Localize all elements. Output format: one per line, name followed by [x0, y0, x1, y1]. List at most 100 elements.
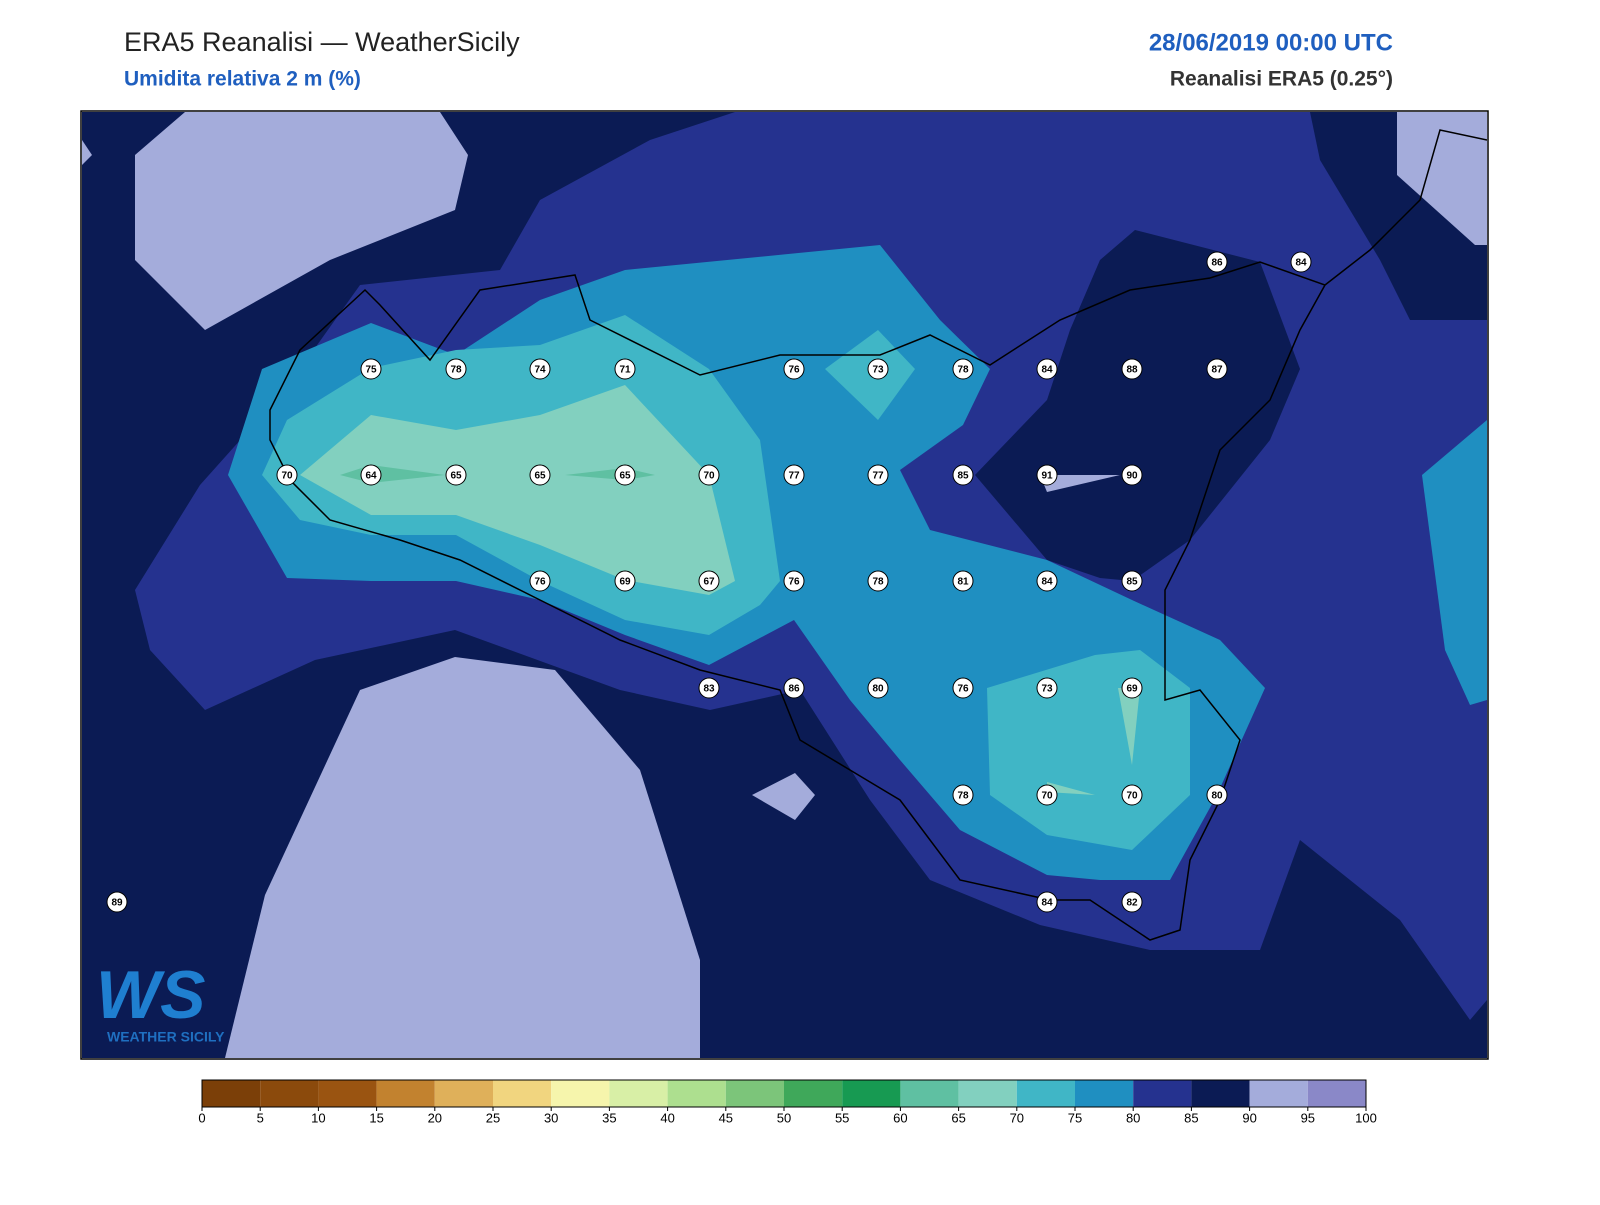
- station-marker: [783, 464, 805, 486]
- station-marker: [952, 677, 974, 699]
- station-marker: [783, 677, 805, 699]
- stations: 86 84 75 78 74 71 76 73 78 84 88 87 70 64 65 65 65 70 77 77…: [106, 251, 1312, 913]
- map-frame: [80, 110, 1489, 1060]
- station-marker: [1036, 358, 1058, 380]
- map: 86 84 75 78 74 71 76 73 78 84 88 87 70 64 65 65 65 70 77 77…: [82, 112, 1487, 1058]
- station-marker: [698, 677, 720, 699]
- station-marker: [783, 570, 805, 592]
- station-value: 64: [365, 471, 377, 482]
- station-marker: [529, 570, 551, 592]
- station-marker: [1121, 784, 1143, 806]
- colorbar-segment: [900, 1080, 959, 1107]
- station-marker: [698, 464, 720, 486]
- station-value: 78: [957, 365, 969, 376]
- colorbar: 0 5 10 15 20 25 30 35 40 45 50 55 60 65 70 75 80 85 90 95 10…: [198, 1079, 1377, 1125]
- station-value: 81: [957, 577, 969, 588]
- field: [752, 773, 815, 820]
- colorbar-tick-label: 65: [951, 1110, 965, 1125]
- station-marker: [1121, 358, 1143, 380]
- station-value: 87: [1211, 365, 1223, 376]
- colorbar-segment: [842, 1080, 901, 1107]
- colorbar-segment: [202, 1080, 261, 1107]
- station-marker: [1036, 464, 1058, 486]
- station-value: 65: [619, 471, 631, 482]
- station-value: 80: [1211, 791, 1223, 802]
- logo-mark: WS: [96, 957, 206, 1033]
- station-value: 85: [1126, 577, 1138, 588]
- station-marker: [276, 464, 298, 486]
- station-marker: [1290, 251, 1312, 273]
- field: [135, 112, 468, 330]
- station-marker: [360, 358, 382, 380]
- station-value: 85: [957, 471, 969, 482]
- colorbar-tick-label: 60: [893, 1110, 907, 1125]
- title: ERA5 Reanalisi — WeatherSicily: [124, 27, 520, 57]
- colorbar-segment: [1016, 1080, 1075, 1107]
- colorbar-tick-label: 50: [777, 1110, 791, 1125]
- colorbar-segment: [376, 1080, 435, 1107]
- station-marker: [614, 570, 636, 592]
- station-marker: [1206, 358, 1228, 380]
- station-value: 83: [703, 684, 715, 695]
- station-value: 65: [450, 471, 462, 482]
- station-marker: [529, 464, 551, 486]
- station-marker: [529, 358, 551, 380]
- field: [1047, 782, 1095, 795]
- colorbar-tick-label: 20: [428, 1110, 442, 1125]
- station-value: 78: [872, 577, 884, 588]
- station-value: 86: [788, 684, 800, 695]
- colorbar-tick-label: 85: [1184, 1110, 1198, 1125]
- station-value: 76: [957, 684, 969, 695]
- station-marker: [1121, 677, 1143, 699]
- station-value: 65: [534, 471, 546, 482]
- station-value: 69: [619, 577, 631, 588]
- station-value: 77: [788, 471, 800, 482]
- colorbar-segment: [493, 1080, 552, 1107]
- station-marker: [1206, 251, 1228, 273]
- date: 28/06/2019 00:00 UTC: [1149, 29, 1393, 56]
- colorbar-tick-label: 95: [1301, 1110, 1315, 1125]
- station-value: 80: [872, 684, 884, 695]
- station-marker: [783, 358, 805, 380]
- station-value: 70: [703, 471, 715, 482]
- station-marker: [867, 358, 889, 380]
- colorbar-tick-label: 25: [486, 1110, 500, 1125]
- station-marker: [698, 570, 720, 592]
- colorbar-tick-label: 100: [1355, 1110, 1377, 1125]
- station-value: 78: [450, 365, 462, 376]
- colorbar-tick-label: 55: [835, 1110, 849, 1125]
- station-marker: [614, 358, 636, 380]
- colorbar-tick-label: 75: [1068, 1110, 1082, 1125]
- colorbar-tick-label: 70: [1010, 1110, 1024, 1125]
- station-value: 73: [1041, 684, 1053, 695]
- station-marker: [1036, 784, 1058, 806]
- field: [1040, 475, 1120, 492]
- station-value: 91: [1041, 471, 1053, 482]
- colorbar-segment: [784, 1080, 843, 1107]
- station-marker: [867, 464, 889, 486]
- station-marker: [1036, 891, 1058, 913]
- station-value: 74: [534, 365, 546, 376]
- colorbar-tick-label: 45: [719, 1110, 733, 1125]
- colorbar-segment: [609, 1080, 668, 1107]
- colorbar-segment: [1307, 1080, 1366, 1107]
- colorbar-segment: [260, 1080, 319, 1107]
- station-marker: [952, 570, 974, 592]
- field: [1118, 688, 1140, 765]
- station-value: 89: [111, 898, 123, 909]
- field: [300, 385, 735, 595]
- station-value: 88: [1126, 365, 1138, 376]
- station-value: 77: [872, 471, 884, 482]
- station-value: 69: [1126, 684, 1138, 695]
- station-marker: [1036, 570, 1058, 592]
- station-value: 90: [1126, 471, 1138, 482]
- station-marker: [1206, 784, 1228, 806]
- station-value: 84: [1041, 365, 1053, 376]
- colorbar-tick-label: 30: [544, 1110, 558, 1125]
- station-value: 84: [1041, 898, 1053, 909]
- station-value: 67: [703, 577, 715, 588]
- station-value: 86: [1211, 258, 1223, 269]
- colorbar-segment: [725, 1080, 784, 1107]
- logo-name: WEATHER SICILY: [107, 1029, 225, 1045]
